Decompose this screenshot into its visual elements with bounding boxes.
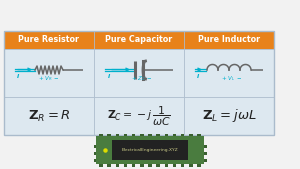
- Bar: [204, 159, 206, 162]
- Bar: [4, 31, 274, 135]
- Bar: [173, 164, 176, 166]
- Text: I: I: [197, 74, 199, 79]
- Bar: [184, 97, 274, 135]
- Bar: [165, 134, 168, 136]
- Bar: [124, 134, 127, 136]
- Bar: [94, 97, 184, 135]
- Bar: [173, 134, 176, 136]
- Text: Pure Resistor: Pure Resistor: [19, 35, 80, 44]
- Bar: [197, 164, 201, 166]
- Text: $\mathbf{Z}_L = j\omega L$: $\mathbf{Z}_L = j\omega L$: [202, 107, 256, 125]
- Bar: [181, 164, 184, 166]
- Bar: [181, 134, 184, 136]
- Bar: [148, 164, 152, 166]
- Bar: [4, 49, 94, 97]
- Bar: [94, 152, 96, 155]
- Bar: [184, 49, 274, 97]
- Text: Pure Inductor: Pure Inductor: [198, 35, 260, 44]
- Bar: [112, 140, 188, 160]
- Bar: [140, 164, 144, 166]
- Text: $+\ V_R\ -$: $+\ V_R\ -$: [38, 74, 60, 83]
- Text: Pure Capacitor: Pure Capacitor: [105, 35, 172, 44]
- Text: I: I: [108, 74, 110, 79]
- Bar: [116, 164, 119, 166]
- Bar: [124, 164, 127, 166]
- Bar: [189, 164, 193, 166]
- Bar: [156, 134, 160, 136]
- Bar: [132, 134, 135, 136]
- Bar: [99, 134, 103, 136]
- Bar: [204, 145, 206, 148]
- Bar: [132, 164, 135, 166]
- Text: $+\ Z_C\ -$: $+\ Z_C\ -$: [131, 74, 153, 83]
- Text: ElectricalEngineering.XYZ: ElectricalEngineering.XYZ: [122, 148, 178, 152]
- Text: I: I: [17, 74, 19, 79]
- Bar: [94, 145, 96, 148]
- Bar: [4, 97, 94, 135]
- Bar: [148, 134, 152, 136]
- Bar: [165, 164, 168, 166]
- Bar: [156, 164, 160, 166]
- Bar: [140, 134, 144, 136]
- Bar: [4, 31, 94, 49]
- Text: $\mathbf{Z}_R = R$: $\mathbf{Z}_R = R$: [28, 108, 70, 124]
- Bar: [204, 152, 206, 155]
- Bar: [94, 159, 96, 162]
- Bar: [96, 136, 204, 164]
- Bar: [99, 164, 103, 166]
- Text: $+\ V_L\ -$: $+\ V_L\ -$: [221, 74, 243, 83]
- Bar: [184, 31, 274, 49]
- Bar: [189, 134, 193, 136]
- Bar: [197, 134, 201, 136]
- Bar: [107, 164, 111, 166]
- Text: $\mathbf{Z}_C = -j\,\dfrac{1}{\omega C}$: $\mathbf{Z}_C = -j\,\dfrac{1}{\omega C}$: [107, 104, 171, 128]
- Bar: [116, 134, 119, 136]
- Bar: [94, 49, 184, 97]
- Bar: [107, 134, 111, 136]
- Bar: [94, 31, 184, 49]
